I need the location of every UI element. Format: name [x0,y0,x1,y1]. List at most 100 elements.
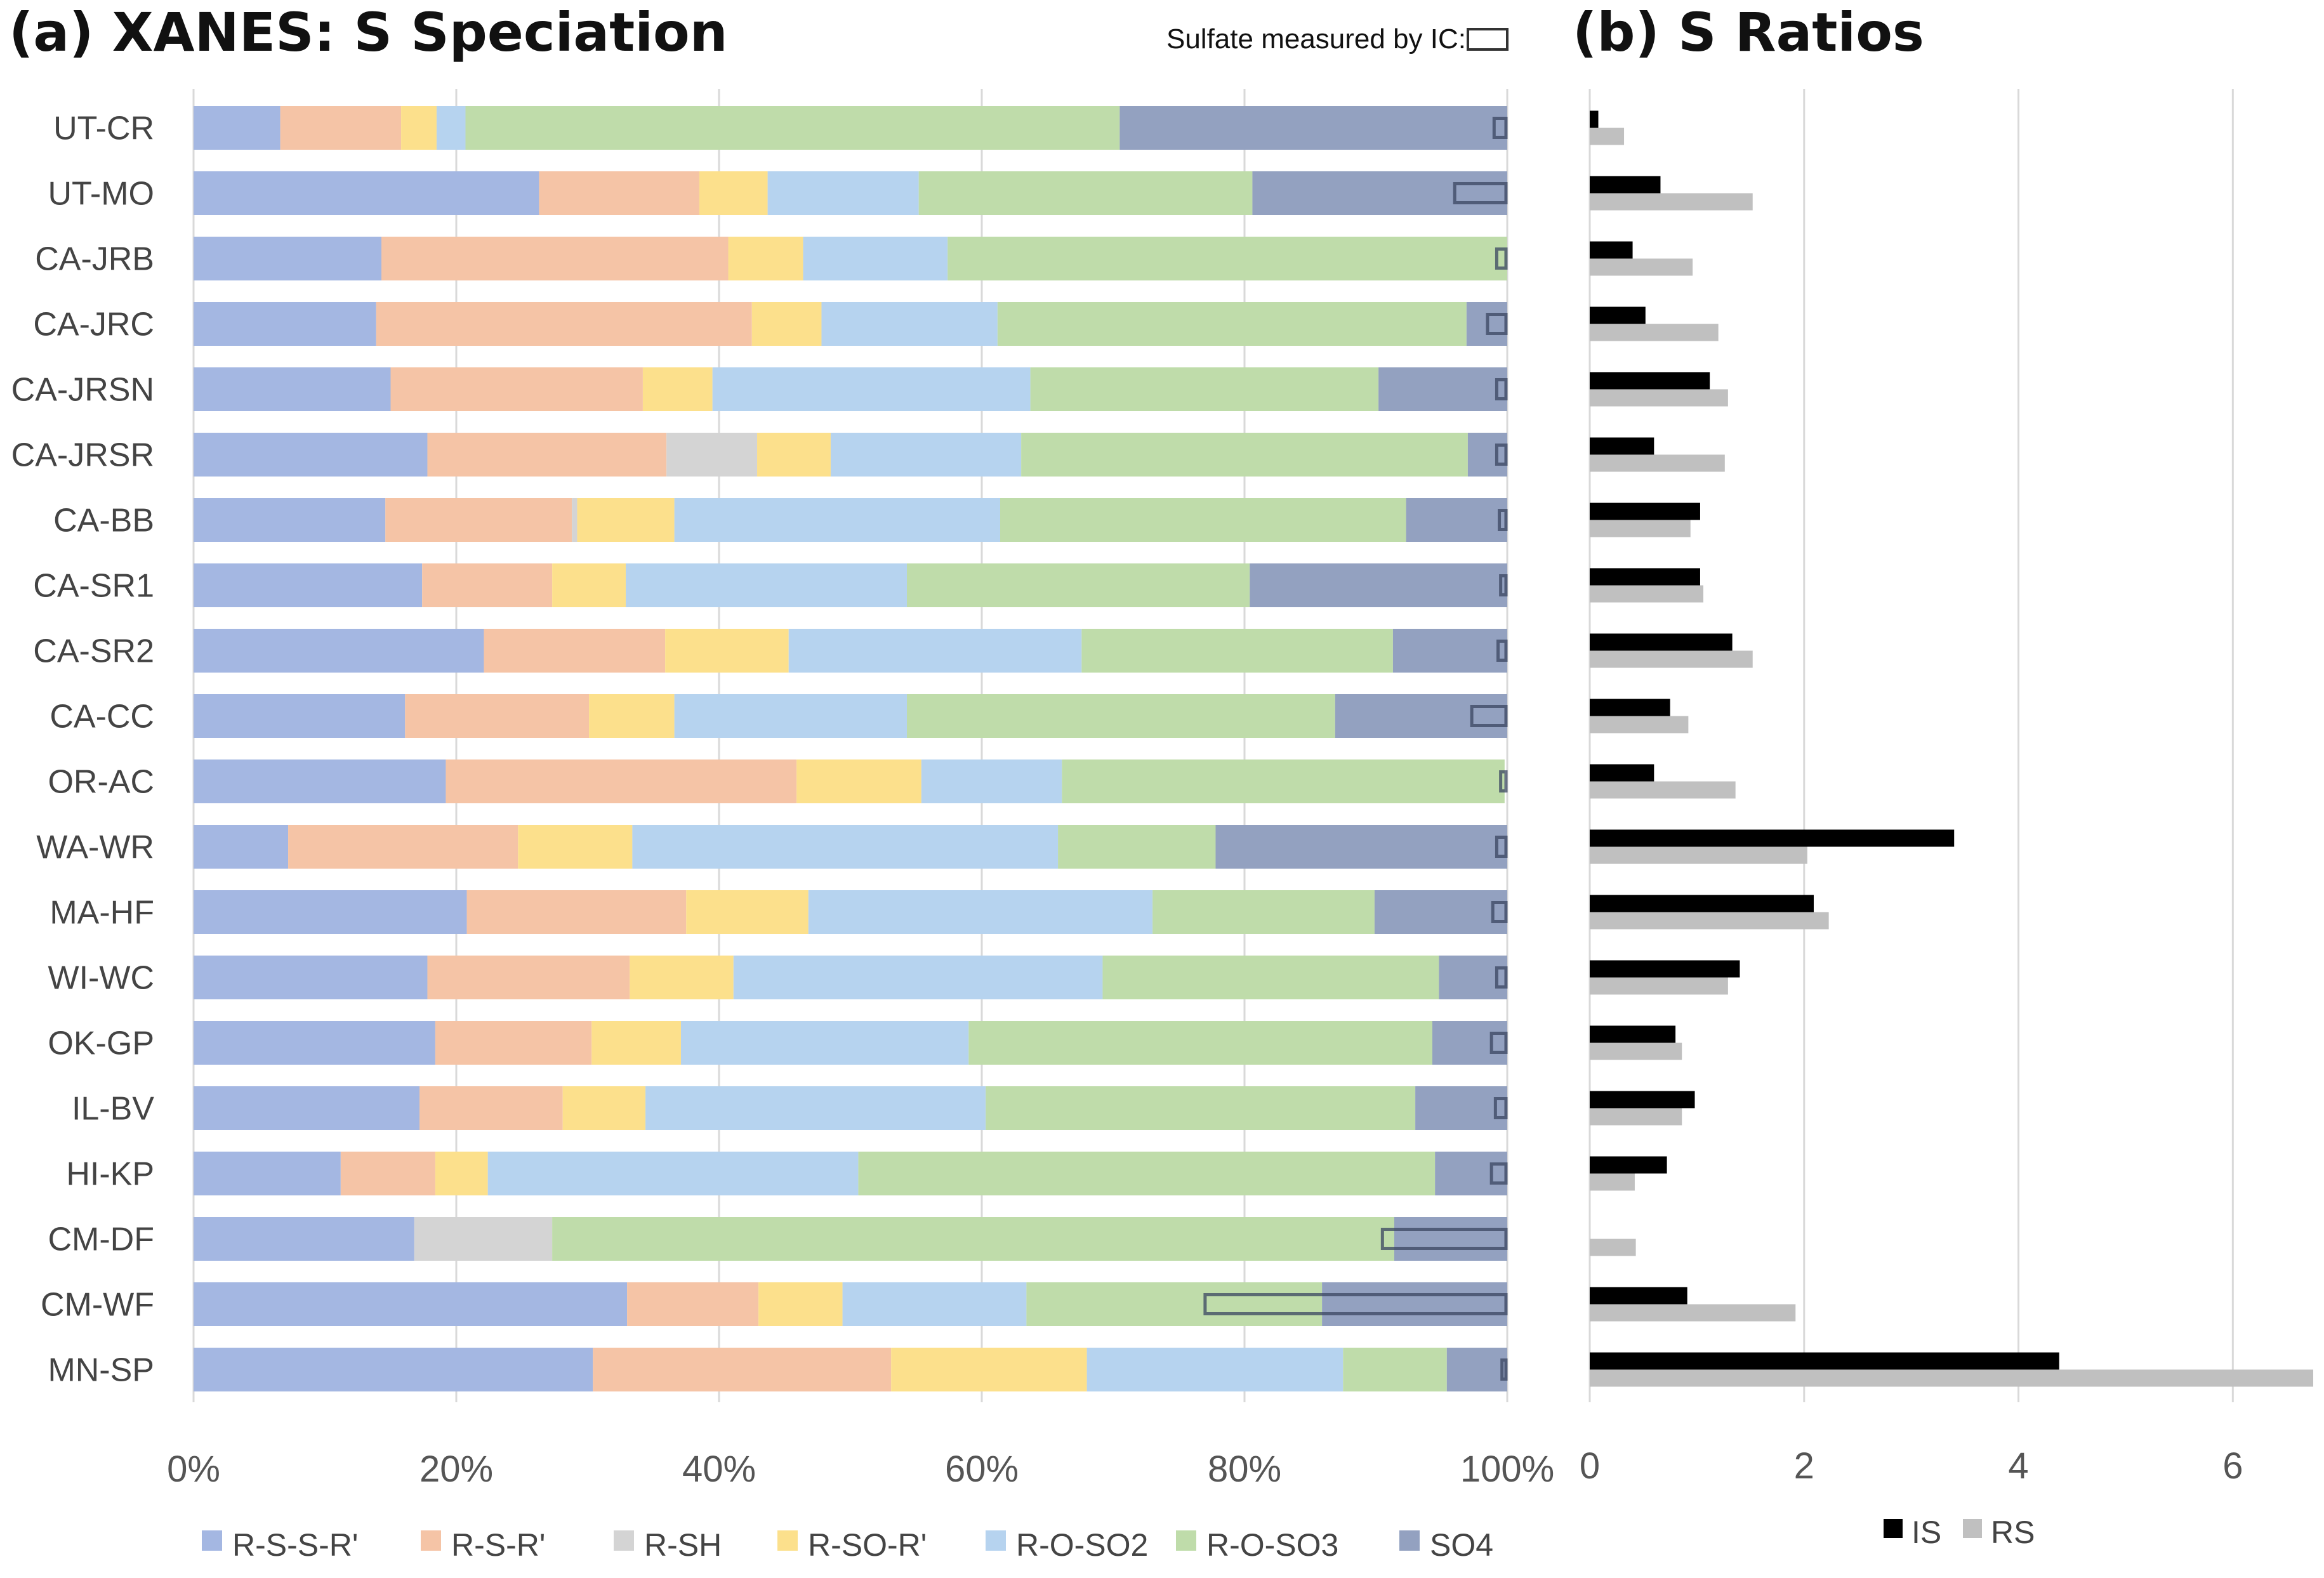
ic-sulfate-box-ut-cr [1492,117,1508,139]
bar-segment-r-s-s-r-cm-df [194,1217,414,1261]
bar-segment-r-o-so3-ok-gp [968,1021,1433,1065]
bar-segment-r-o-so2-hi-kp [487,1152,859,1195]
bar-segment-so4-wa-wr [1215,825,1507,869]
ic-sulfate-box-wa-wr [1495,836,1508,858]
bar-segment-r-o-so3-wi-wc [1102,956,1439,999]
bar-segment-r-o-so3-cm-df [552,1217,1394,1261]
bar-segment-r-o-so2-ca-jrc [821,302,998,346]
bar-segment-r-s-s-r-cm-wf [194,1282,628,1326]
legend-swatch-is [1884,1519,1903,1538]
bar-segment-r-s-r-or-ac [446,759,797,803]
bar-rs-wa-wr [1590,846,1807,864]
bar-segment-r-so-r-ca-cc [589,694,675,738]
bar-segment-r-s-r-ca-sr2 [484,629,666,673]
ic-sulfate-box-cm-df [1380,1228,1508,1250]
bar-segment-so4-ca-bb [1406,498,1507,542]
category-label-ma-hf: MA-HF [50,895,154,931]
bar-segment-so4-ut-mo [1252,171,1507,215]
bar-segment-r-o-so2-mn-sp [1086,1348,1344,1391]
category-label-ca-jrsr: CA-JRSR [11,437,154,474]
bar-segment-r-o-so3-or-ac [1062,759,1505,803]
ic-sulfate-box-ca-jrsr [1495,444,1508,466]
legend-swatch-so4 [1399,1530,1420,1551]
bar-segment-r-s-r-il-bv [419,1086,563,1130]
bar-segment-r-o-so2-wa-wr [632,825,1059,869]
bar-segment-r-so-r-il-bv [562,1086,646,1130]
bar-is-ca-sr1 [1590,568,1700,586]
bar-is-ok-gp [1590,1025,1676,1043]
bar-segment-r-s-r-cm-wf [627,1282,759,1326]
bar-segment-r-s-r-ca-jrc [376,302,752,346]
category-label-ca-sr1: CA-SR1 [33,568,154,605]
bar-segment-r-so-r-ca-jrsr [757,433,831,477]
panel-a-title: (a) XANES: S Speciation [9,1,728,63]
legend-swatch-r-sh [614,1530,634,1551]
category-label-cm-df: CM-DF [48,1221,154,1258]
ic-sulfate-note: Sulfate measured by IC: [1166,23,1466,55]
x-tick-label-b: 6 [2222,1445,2243,1487]
legend-label-r-s-r: R-S-R' [451,1527,545,1563]
bar-rs-ca-jrsr [1590,454,1725,472]
bar-segment-r-so-r-cm-wf [758,1282,843,1326]
bar-segment-r-o-so2-ca-sr2 [788,629,1082,673]
bar-segment-r-so-r-ca-jrc [751,302,822,346]
ic-sulfate-box-ca-bb [1498,509,1508,531]
bar-segment-r-o-so3-ca-sr2 [1081,629,1393,673]
bar-segment-r-o-so3-hi-kp [858,1152,1436,1195]
bar-segment-r-so-r-ut-cr [401,106,437,150]
ic-sulfate-box-ca-jrb [1495,247,1508,270]
bar-segment-r-s-s-r-ok-gp [194,1021,435,1065]
bar-segment-r-o-so3-ca-jrb [947,237,1507,280]
bar-segment-so4-ca-sr1 [1250,563,1507,607]
category-label-ca-bb: CA-BB [53,503,154,539]
ic-sulfate-box-ma-hf [1491,901,1508,923]
bar-rs-mn-sp [1590,1369,2313,1387]
bar-segment-r-s-r-ut-mo [539,171,699,215]
bar-segment-r-s-r-mn-sp [593,1348,892,1391]
bar-segment-so4-ca-cc [1335,694,1507,738]
bar-segment-so4-ma-hf [1374,890,1507,934]
bar-segment-r-o-so2-ca-jrsn [712,367,1031,411]
bar-rs-cm-wf [1590,1304,1796,1322]
bar-segment-r-so-r-wa-wr [518,825,633,869]
bar-is-ca-jrc [1590,306,1646,324]
bar-segment-r-s-r-ca-jrsn [390,367,643,411]
x-tick-label-a: 60% [945,1449,1019,1490]
bar-is-hi-kp [1590,1156,1667,1174]
bar-segment-r-so-r-ca-sr2 [665,629,789,673]
bar-segment-so4-ca-sr2 [1392,629,1507,673]
bar-segment-r-s-r-ut-cr [280,106,402,150]
bar-is-il-bv [1590,1091,1695,1108]
bar-segment-r-o-so2-ca-cc [674,694,908,738]
bar-is-wi-wc [1590,960,1740,978]
bar-rs-ut-cr [1590,128,1625,145]
bar-segment-r-o-so3-ca-jrc [997,302,1467,346]
bar-segment-r-so-r-hi-kp [435,1152,488,1195]
bar-segment-so4-cm-df [1394,1217,1507,1261]
bar-segment-r-s-r-hi-kp [340,1152,435,1195]
bar-segment-r-s-r-ok-gp [435,1021,592,1065]
bar-segment-r-o-so2-ma-hf [808,890,1153,934]
category-label-wa-wr: WA-WR [36,829,154,866]
bar-is-ut-cr [1590,110,1599,128]
bar-segment-r-o-so2-ok-gp [680,1021,969,1065]
bar-is-or-ac [1590,764,1654,782]
category-label-wi-wc: WI-WC [48,960,154,997]
bar-segment-r-o-so3-ma-hf [1152,890,1375,934]
bar-segment-r-o-so2-ut-cr [436,106,466,150]
ic-sulfate-box-ca-sr1 [1499,574,1508,596]
category-label-cm-wf: CM-WF [41,1287,154,1324]
bar-rs-ca-jrc [1590,324,1719,341]
x-tick-label-b: 0 [1580,1445,1600,1487]
bar-segment-r-s-s-r-ca-jrb [194,237,382,280]
bar-segment-r-s-s-r-il-bv [194,1086,420,1130]
bar-segment-r-so-r-ok-gp [591,1021,681,1065]
x-tick-label-a: 20% [419,1449,493,1490]
ic-sulfate-box-cm-wf [1203,1293,1508,1315]
legend-label-r-sh: R-SH [644,1527,722,1563]
legend-label-r-o-so2: R-O-SO2 [1016,1527,1148,1563]
category-label-ut-cr: UT-CR [53,110,154,147]
legend-label-is: IS [1911,1515,1941,1550]
category-label-or-ac: OR-AC [48,764,154,801]
bar-rs-ca-sr1 [1590,585,1704,603]
